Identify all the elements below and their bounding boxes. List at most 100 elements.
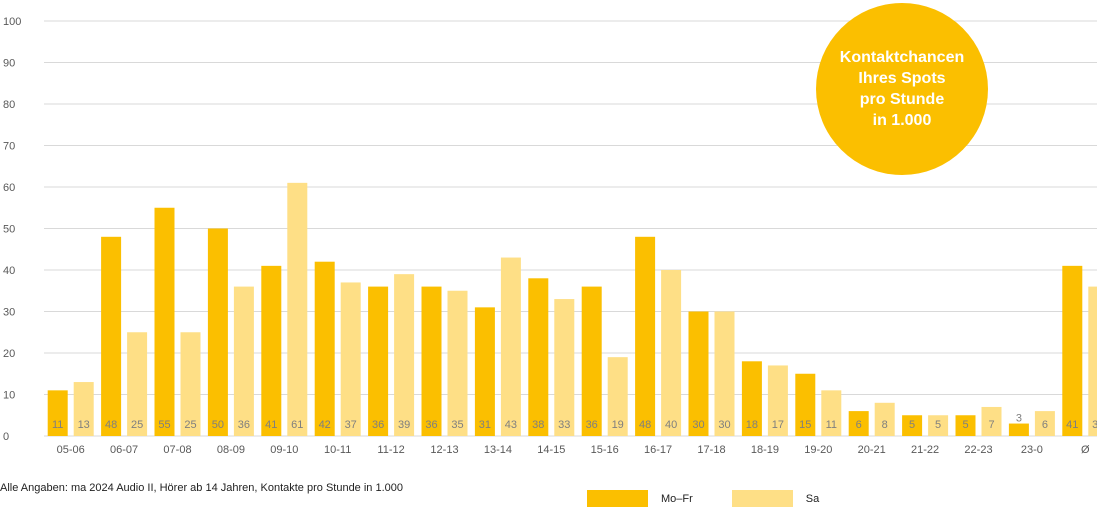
bar-value-label: 15: [799, 419, 811, 431]
bar-value-label: 18: [746, 419, 758, 431]
bar-value-label: 43: [505, 419, 517, 431]
bar-value-label: 36: [1092, 419, 1097, 431]
x-category-label: 12-13: [430, 444, 458, 456]
bar-value-label: 36: [238, 419, 250, 431]
bar-sa: [394, 274, 415, 436]
bar-value-label: 48: [639, 419, 651, 431]
x-category-label: 07-08: [163, 444, 191, 456]
bars: [47, 182, 1097, 436]
x-category-label: 19-20: [804, 444, 832, 456]
bar-sa: [500, 257, 521, 436]
bar-sa: [767, 365, 788, 436]
bar-sa: [1088, 286, 1097, 436]
bar-value-label: 42: [319, 419, 331, 431]
x-category-label: 13-14: [484, 444, 512, 456]
bar-mo-fr: [528, 278, 549, 436]
y-tick-label: 0: [3, 431, 9, 443]
bar-value-label: 30: [718, 419, 730, 431]
bar-value-label: 36: [586, 419, 598, 431]
bar-sa: [661, 270, 682, 436]
bar-sa: [233, 286, 254, 436]
bar-mo-fr: [314, 261, 335, 436]
legend-label-sa: Sa: [805, 492, 820, 505]
bar-sa: [180, 332, 201, 436]
bar-mo-fr: [635, 236, 656, 436]
x-category-label: 17-18: [697, 444, 725, 456]
y-tick-label: 60: [3, 182, 15, 194]
bar-sa: [874, 402, 895, 436]
bar-value-label: 3: [1016, 413, 1022, 425]
bar-value-label: 48: [105, 419, 117, 431]
bar-value-label: 36: [372, 419, 384, 431]
bar-value-label: 8: [882, 419, 888, 431]
bar-value-label: 6: [1042, 419, 1048, 431]
x-category-label: 10-11: [324, 444, 351, 456]
x-category-label: 09-10: [270, 444, 298, 456]
legend-swatch-mo-fr: [587, 490, 648, 507]
bar-value-label: 39: [398, 419, 410, 431]
bar-mo-fr: [421, 286, 442, 436]
x-category-label: 15-16: [591, 444, 619, 456]
bar-sa: [554, 299, 575, 436]
x-category-label: 14-15: [537, 444, 565, 456]
bar-value-label: 40: [665, 419, 677, 431]
bar-value-label: 61: [291, 419, 303, 431]
bar-sa: [127, 332, 148, 436]
bar-mo-fr: [207, 228, 228, 436]
legend-swatch-sa: [731, 490, 793, 507]
x-category-label: 21-22: [911, 444, 939, 456]
bar-sa: [1034, 411, 1055, 436]
bar-sa: [447, 290, 468, 436]
legend-label-mo-fr: Mo–Fr: [661, 492, 693, 505]
bar-mo-fr: [581, 286, 602, 436]
bar-sa: [287, 182, 308, 436]
y-tick-label: 30: [3, 307, 15, 319]
x-category-label: 05-06: [57, 444, 85, 456]
x-category-label: 23-0: [1021, 444, 1043, 456]
bar-mo-fr: [368, 286, 389, 436]
x-category-label: 16-17: [644, 444, 672, 456]
bar-sa: [607, 357, 628, 436]
bar-sa: [928, 415, 949, 436]
bar-mo-fr: [741, 361, 762, 436]
bar-value-label: 41: [265, 419, 277, 431]
bar-value-label: 37: [345, 419, 357, 431]
x-category-label: 20-21: [858, 444, 886, 456]
bar-value-label: 5: [935, 419, 941, 431]
legend: Mo–Fr Sa: [587, 490, 858, 507]
bar-sa: [340, 282, 361, 436]
bar-mo-fr: [261, 265, 282, 436]
bar-mo-fr: [902, 415, 923, 436]
bar-mo-fr: [848, 411, 869, 436]
bar-sa: [821, 390, 842, 436]
bar-value-label: 36: [425, 419, 437, 431]
bar-value-labels: 11 13 48 25 55 25 50 36 41 61 42 37 36 39 36 35 31 43 38 33…: [52, 413, 1097, 431]
bar-value-label: 30: [692, 419, 704, 431]
bar-sa: [981, 406, 1002, 436]
bar-value-label: 33: [558, 419, 570, 431]
bar-value-label: 55: [158, 419, 170, 431]
badge-text: Kontaktchancen Ihres Spots pro Stunde in…: [839, 49, 965, 129]
bar-value-label: 11: [826, 419, 837, 431]
legend-item-sa: Sa: [731, 490, 820, 507]
bar-value-label: 38: [532, 419, 544, 431]
bar-value-label: 19: [612, 419, 624, 431]
bar-mo-fr: [1062, 265, 1083, 436]
bar-mo-fr: [1008, 423, 1029, 436]
bar-mo-fr: [795, 373, 816, 436]
bar-mo-fr: [154, 207, 175, 436]
bar-mo-fr: [474, 307, 495, 436]
bar-value-label: 5: [909, 419, 915, 431]
y-tick-label: 70: [3, 141, 15, 153]
bar-value-label: 17: [772, 419, 784, 431]
bar-value-label: 25: [131, 419, 143, 431]
y-tick-label: 20: [3, 348, 15, 360]
x-category-label: 11-12: [377, 444, 404, 456]
bar-value-label: 6: [856, 419, 862, 431]
bar-mo-fr: [101, 236, 122, 436]
bar-sa: [714, 311, 735, 436]
x-category-label: 22-23: [964, 444, 992, 456]
source-footnote: Alle Angaben: ma 2024 Audio II, Hörer ab…: [0, 482, 404, 494]
bar-value-label: 50: [212, 419, 224, 431]
